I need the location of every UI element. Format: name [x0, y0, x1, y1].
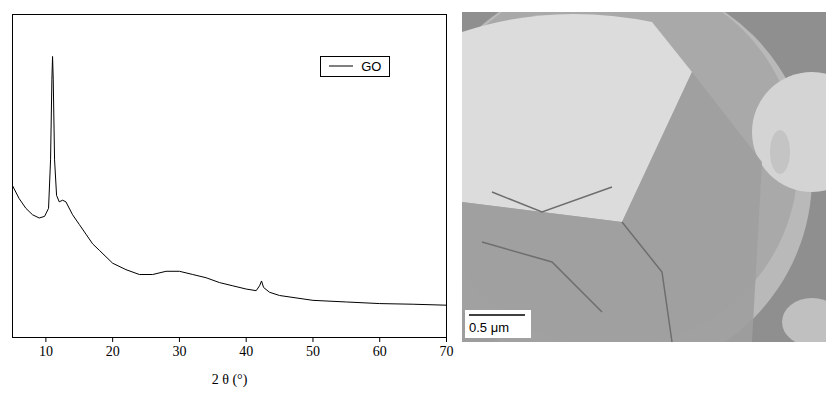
svg-text:20: 20: [106, 344, 120, 359]
svg-text:50: 50: [306, 344, 320, 359]
svg-text:2 θ (°): 2 θ (°): [212, 372, 248, 388]
svg-text:0.5 μm: 0.5 μm: [469, 320, 509, 335]
svg-text:40: 40: [239, 344, 253, 359]
svg-text:10: 10: [39, 344, 53, 359]
svg-text:60: 60: [373, 344, 387, 359]
svg-text:30: 30: [172, 344, 186, 359]
html-text:GO: GO: [361, 59, 382, 74]
svg-text:70: 70: [440, 344, 454, 359]
